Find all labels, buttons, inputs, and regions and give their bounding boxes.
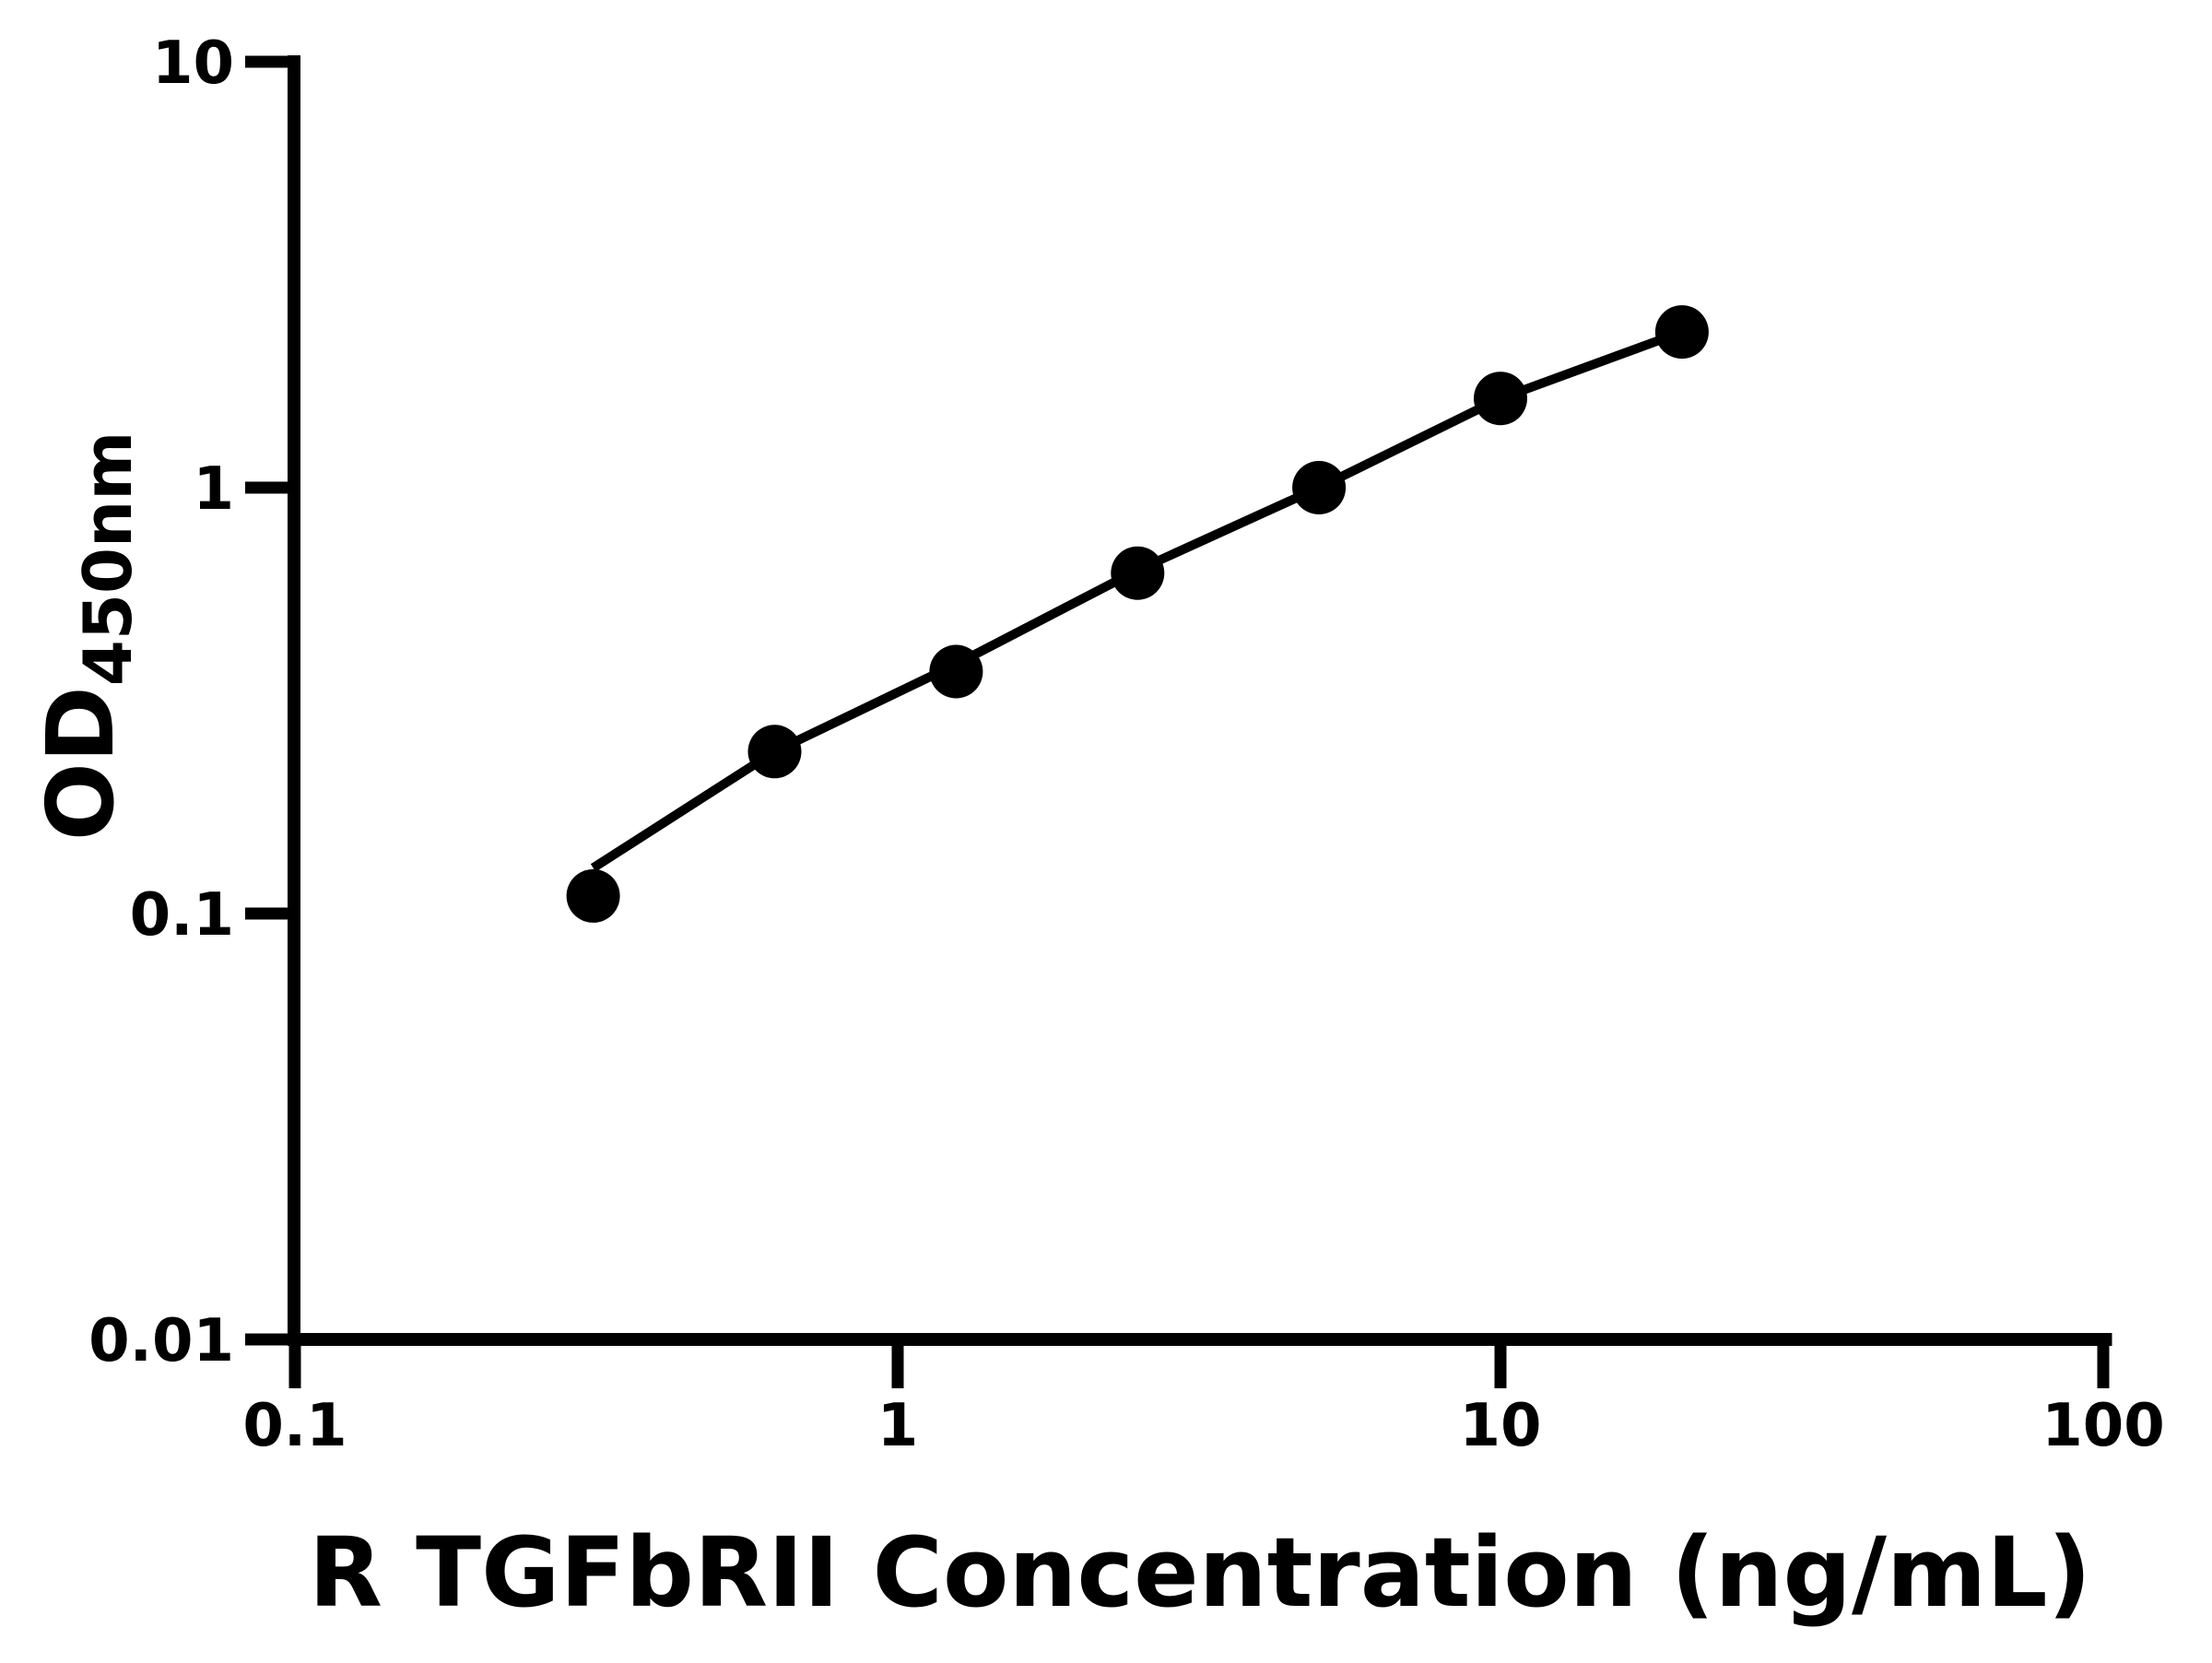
y-axis-title: OD450nm bbox=[27, 431, 147, 842]
x-axis-title: R TGFbRII Concentration (ng/mL) bbox=[309, 1516, 2091, 1629]
data-point-marker bbox=[1474, 372, 1527, 426]
x-tick-label: 0.1 bbox=[242, 1392, 347, 1460]
data-point-marker bbox=[929, 644, 983, 699]
data-point-marker bbox=[566, 868, 620, 923]
y-tick-label: 1 bbox=[193, 455, 234, 524]
data-point-marker bbox=[1654, 305, 1709, 360]
y-axis-title-subscript: 450nm bbox=[69, 431, 147, 687]
data-point-marker bbox=[1111, 546, 1165, 600]
y-axis-title-main: OD bbox=[27, 686, 135, 841]
x-tick-label: 1 bbox=[877, 1392, 919, 1460]
x-tick-label: 10 bbox=[1459, 1392, 1541, 1460]
y-tick-label: 0.1 bbox=[130, 881, 234, 949]
data-point-marker bbox=[747, 725, 802, 779]
x-tick-label: 100 bbox=[2041, 1392, 2165, 1460]
y-tick-label: 0.01 bbox=[88, 1307, 234, 1375]
y-tick-label: 10 bbox=[152, 29, 234, 98]
data-point-marker bbox=[1292, 461, 1347, 514]
